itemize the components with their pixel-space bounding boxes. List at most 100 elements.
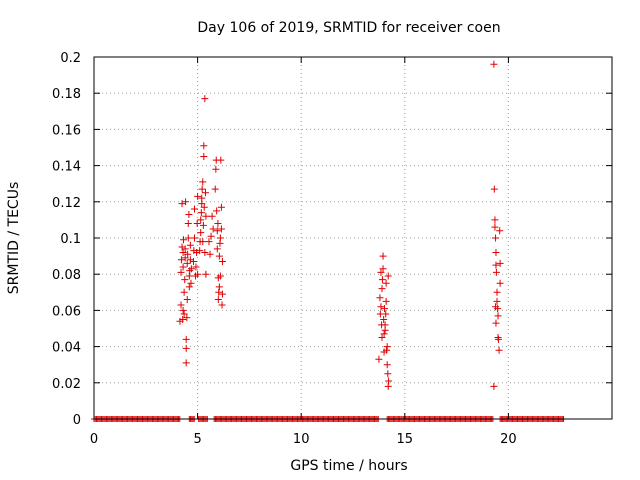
data-point [379,252,387,260]
axis-ticks [93,56,612,420]
x-tick-label: 10 [293,432,310,447]
y-axis-label: SRMTID / TECUs [6,182,22,295]
data-point [206,250,214,258]
data-point [199,221,207,229]
data-point [182,359,190,367]
data-point [200,153,208,161]
data-point [184,234,192,242]
y-tick-label: 0.06 [52,304,81,319]
data-point [494,335,502,343]
data-point [215,252,223,260]
data-point [384,272,392,280]
data-point [217,203,225,211]
data-point [180,288,188,296]
data-point [492,261,500,269]
data-point [181,276,189,284]
data-point [179,248,187,256]
data-point [492,248,500,256]
data-point [208,212,216,220]
data-point [183,314,191,322]
data-point [186,241,194,249]
data-point [200,142,208,150]
x-tick-label: 20 [500,432,517,447]
data-point [378,276,386,284]
data-point [182,335,190,343]
data-point [493,288,501,296]
data-point [187,279,195,287]
chart-title: Day 106 of 2019, SRMTID for receiver coe… [197,20,500,36]
y-tick-label: 0.18 [52,87,81,102]
data-point [196,247,204,255]
data-point [181,245,189,253]
data-point [198,185,206,193]
data-point [215,283,223,291]
x-tick-label: 0 [90,432,98,447]
data-point [378,285,386,293]
data-point [181,254,189,262]
data-point [375,355,383,363]
data-point [382,310,390,318]
data-point [213,207,221,215]
data-point [177,301,185,309]
data-point [383,343,391,351]
data-point [493,297,501,305]
data-point [193,220,201,228]
data-point [492,319,500,327]
data-point [213,227,221,235]
data-point [187,265,195,273]
axis-tick-labels: 0 0.02 0.04 0.06 0.08 0.1 0.12 0.14 0.16 0.18 0.2 0… [52,51,517,447]
data-point [201,248,209,256]
data-point [214,296,222,304]
data-point [179,315,187,323]
data-point [184,220,192,228]
data-points [176,60,504,390]
data-point [177,268,185,276]
data-point [380,305,388,313]
data-point [218,290,226,298]
data-point [496,279,504,287]
x-tick-label: 15 [397,432,414,447]
data-point [205,238,213,246]
data-point [179,306,187,314]
data-point [211,185,219,193]
data-point [201,95,209,103]
y-tick-label: 0.08 [52,268,81,283]
y-tick-label: 0.04 [52,341,81,356]
data-point [492,268,500,276]
data-point [200,203,208,211]
data-point [216,272,224,280]
data-point [183,259,191,267]
data-point [379,265,387,273]
data-point [184,250,192,258]
data-point [186,267,194,275]
data-point [381,321,389,329]
data-point [376,294,384,302]
y-tick-label: 0.02 [52,377,81,392]
data-point [194,192,202,200]
data-point [193,248,201,256]
data-point [197,216,205,224]
data-point [189,258,197,266]
data-point [207,232,215,240]
data-point [496,227,504,235]
data-point [496,259,504,267]
data-point [190,234,198,242]
data-point [377,303,385,311]
data-point [179,263,187,271]
y-tick-label: 0.12 [52,196,81,211]
data-point [202,270,210,278]
data-point [490,60,498,68]
data-point [217,225,225,233]
data-point [209,225,217,233]
data-point [216,234,224,242]
data-point [380,315,388,323]
data-point [490,185,498,193]
data-point [494,312,502,320]
data-point [199,178,207,186]
data-point [384,370,392,378]
data-point [201,189,209,197]
data-point [185,210,193,218]
data-point [180,310,188,318]
